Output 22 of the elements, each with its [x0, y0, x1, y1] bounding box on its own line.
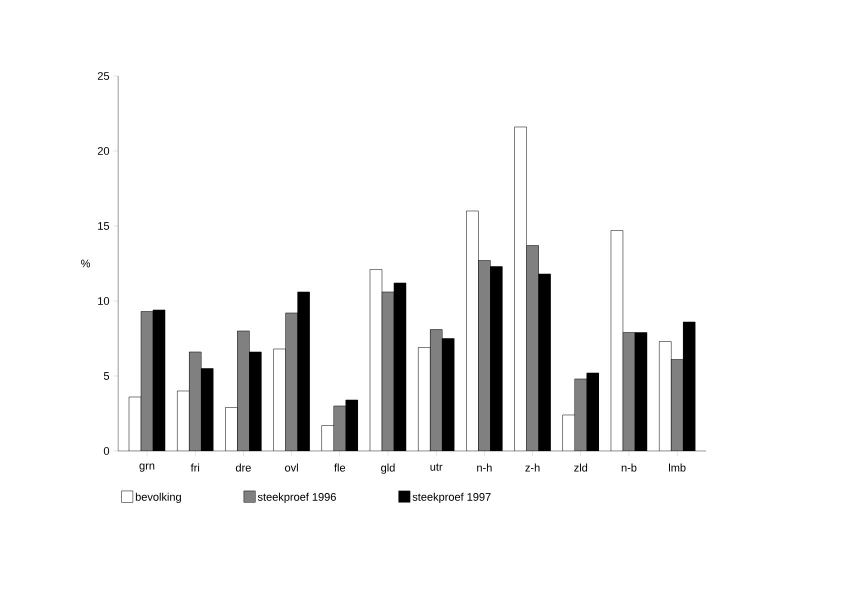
y-tick-label: 15 — [98, 222, 110, 230]
x-tick-label: grn — [140, 464, 154, 472]
y-tick-label: 25 — [98, 72, 110, 80]
x-tick-label: n-h — [477, 464, 492, 472]
y-axis-title: % — [81, 260, 90, 268]
x-tick-label: n-b — [622, 464, 636, 472]
x-tick-label: dre — [236, 464, 251, 472]
legend-label: steekproef 1997 — [412, 492, 491, 503]
x-tick-label: lmb — [669, 464, 686, 472]
x-tick-label: fri — [190, 464, 200, 472]
y-tick-label: 20 — [98, 147, 110, 155]
x-tick-label: zld — [574, 464, 588, 472]
x-tick-label: gld — [381, 464, 395, 474]
x-tick-label: ovl — [285, 464, 298, 472]
y-tick-label: 0 — [104, 447, 110, 455]
y-tick-label: 5 — [104, 372, 110, 380]
x-tick-label: z-h — [525, 464, 540, 472]
y-tick-label: 10 — [98, 297, 110, 305]
legend-label: steekproef 1996 — [258, 492, 336, 503]
x-tick-label: utr — [430, 464, 442, 471]
legend-label: bevolking — [136, 492, 181, 503]
x-tick-label: fle — [334, 464, 346, 472]
